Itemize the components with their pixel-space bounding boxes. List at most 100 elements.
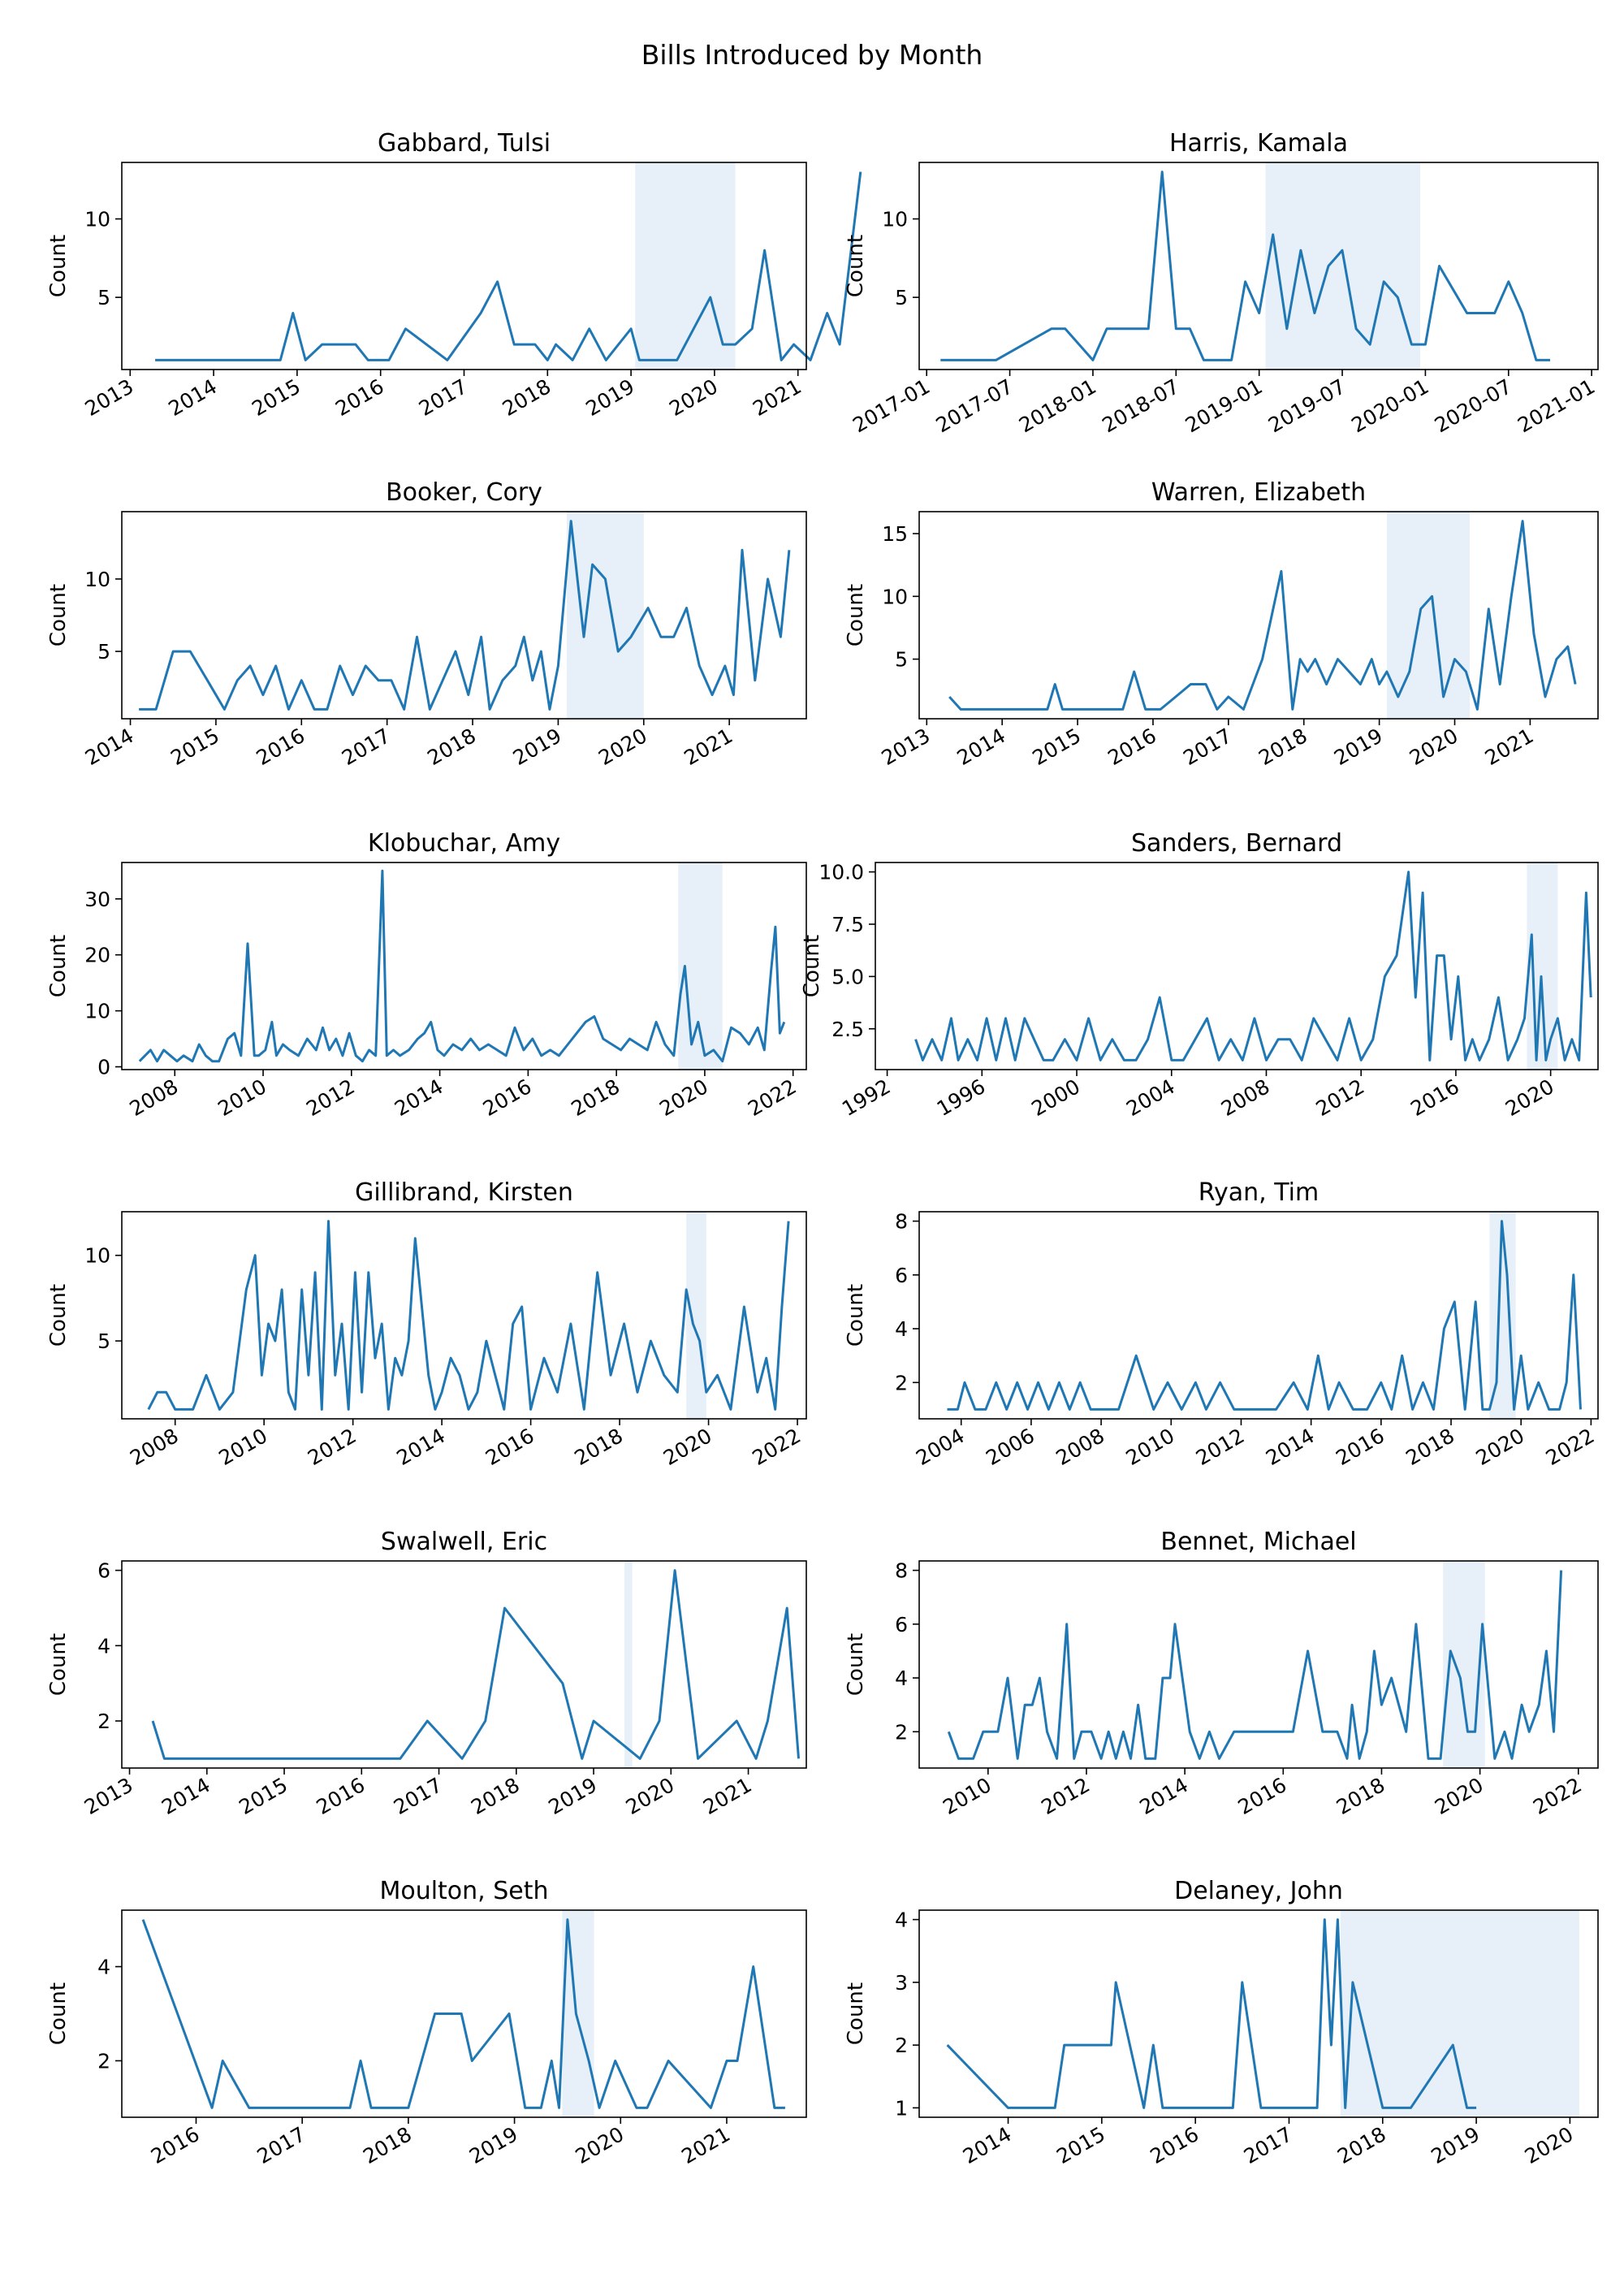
x-tick-label: 2012 [1037,1773,1094,1819]
figure-title: Bills Introduced by Month [641,39,983,71]
x-tick-label: 2000 [1027,1074,1084,1121]
x-tick-label: 2015 [166,724,223,770]
x-tick-label: 2017 [1179,724,1236,770]
y-tick-label: 10 [882,208,908,231]
x-tick-label: 2021 [1481,724,1538,770]
x-tick-label: 2018 [423,724,480,770]
x-tick-label: 2022 [1542,1424,1599,1470]
y-tick-label: 8 [895,1559,908,1583]
shaded-span [1527,862,1558,1070]
panel-3: Warren, Elizabeth Count 5 10 15 2013 2014 2015 2… [844,478,1599,770]
x-tick-label: 2020-01 [1347,374,1432,437]
x-tick-label: 2012 [304,1424,361,1470]
y-tick-label: 4 [97,1634,110,1658]
x-tick-label: 2019 [509,724,566,770]
y-tick-label: 5 [895,648,908,672]
x-tick-label: 2012 [1312,1074,1369,1121]
axes-frame [918,1909,1599,2118]
y-axis-label: Count [46,1982,71,2045]
series-line [138,869,786,1063]
x-tick-label: 2018 [1402,1424,1458,1470]
x-tick-label: 2016 [253,724,309,770]
axes-frame [918,511,1599,720]
x-tick-label: 2016 [479,1074,536,1121]
panel-title: Booker, Cory [386,478,542,507]
x-tick-label: 2016 [1147,2122,1203,2168]
y-axis-label: Count [46,1633,71,1696]
x-tick-label: 2020 [594,724,651,770]
x-tick-label: 2020 [1521,2122,1578,2168]
panel-4: Klobuchar, Amy Count 0 10 20 30 2008 2010 2012 20… [46,829,807,1121]
series-line [147,1220,790,1411]
x-tick-label: 2019 [1427,2122,1484,2168]
x-tick-label: 2022 [744,1074,801,1121]
x-tick-label: 2016 [1406,1074,1463,1121]
y-tick-label: 10 [84,1000,110,1023]
x-tick-label: 2016 [1332,1424,1389,1470]
x-tick-label: 2008 [126,1074,183,1121]
x-tick-label: 2018 [499,374,555,421]
y-tick-label: 10 [882,585,908,608]
x-tick-label: 2017 [1240,2122,1297,2168]
axes-frame [121,1560,807,1769]
x-tick-label: 2022 [1529,1773,1586,1819]
x-tick-label: 2018 [1255,724,1311,770]
x-tick-label: 2014 [164,374,221,421]
x-tick-label: 2020 [659,1424,716,1470]
x-tick-label: 2010 [214,1074,270,1121]
panel-10: Moulton, Seth Count 2 4 2016 2017 2018 2019 2020… [46,1877,807,2168]
x-tick-label: 2021-01 [1514,374,1599,437]
axes-frame [121,862,807,1070]
y-axis-label: Count [844,1284,868,1347]
panel-title: Harris, Kamala [1169,129,1348,158]
x-tick-label: 2015 [248,374,304,421]
y-tick-label: 2 [895,2034,908,2057]
shaded-span [624,1561,633,1768]
axes-frame [918,1560,1599,1769]
panel-title: Sanders, Bernard [1131,829,1342,858]
x-tick-label: 2008 [1052,1424,1108,1470]
panel-title: Klobuchar, Amy [368,829,560,858]
panel-title: Ryan, Tim [1199,1178,1319,1207]
y-tick-label: 6 [895,1613,908,1636]
panel-2: Booker, Cory Count 5 10 2014 2015 2016 2017 2018… [46,478,807,770]
x-tick-label: 2014 [1262,1424,1319,1470]
y-tick-label: 10 [84,568,110,591]
axes-frame [121,511,807,720]
shaded-span [686,1212,706,1419]
x-tick-label: 2017 [253,2122,310,2168]
x-tick-label: 2019 [582,374,639,421]
shaded-span [1386,512,1471,719]
x-tick-label: 2014 [393,1424,450,1470]
y-tick-label: 15 [882,522,908,546]
x-tick-label: 2021 [677,2122,734,2168]
y-axis-label: Count [844,235,868,297]
x-tick-label: 2016 [1104,724,1160,770]
y-tick-label: 0 [97,1056,110,1079]
y-axis-label: Count [46,935,71,997]
x-tick-label: 2019 [544,1773,601,1819]
panel-9: Bennet, Michael Count 2 4 6 8 2010 2012 2014 2016… [844,1528,1599,1819]
x-tick-label: 2017 [390,1773,447,1819]
panel-title: Gillibrand, Kirsten [355,1178,573,1207]
panel-8: Swalwell, Eric Count 2 4 6 2013 2014 2015 2016 20… [46,1528,807,1819]
panel-title: Delaney, John [1174,1877,1343,1905]
x-tick-label: 2015 [1028,724,1085,770]
y-axis-label: Count [844,1633,868,1696]
x-tick-label: 2021 [680,724,737,770]
axes-frame [875,862,1599,1070]
panel-title: Gabbard, Tulsi [378,129,551,158]
y-tick-label: 5 [97,286,110,309]
x-tick-label: 2014 [959,2122,1016,2168]
x-tick-label: 2010 [939,1773,996,1819]
x-tick-label: 2019-07 [1264,374,1350,437]
y-tick-label: 10 [84,208,110,231]
x-tick-label: 2008 [1217,1074,1274,1121]
y-tick-label: 2 [895,1720,908,1744]
x-tick-label: 2020 [572,2122,628,2168]
y-tick-label: 6 [97,1559,110,1583]
x-tick-label: 2020 [665,374,722,421]
x-tick-label: 2018 [359,2122,416,2168]
x-tick-label: 2019 [465,2122,522,2168]
y-tick-label: 20 [84,944,110,967]
